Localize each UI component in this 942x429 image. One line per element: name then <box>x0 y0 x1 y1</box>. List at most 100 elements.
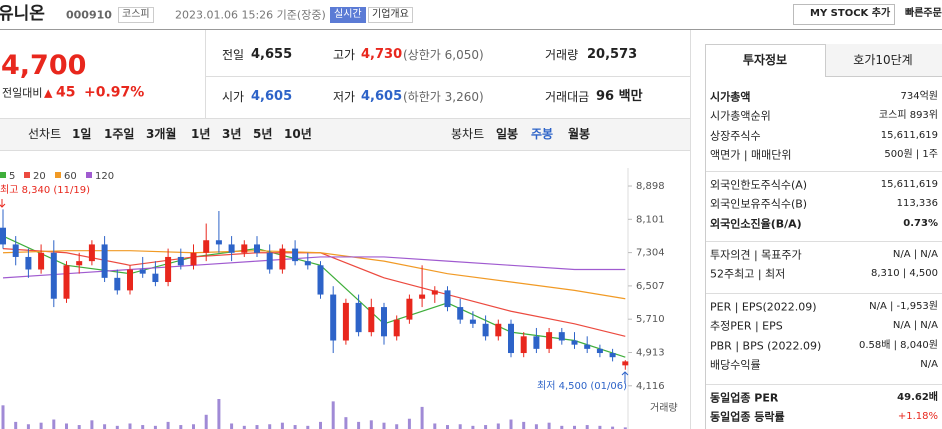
candle-body <box>609 353 616 358</box>
candle-body <box>533 336 540 349</box>
info-panel <box>705 44 942 429</box>
overview-dropdown[interactable]: 기업개요 <box>368 7 413 23</box>
volume-bar <box>166 421 170 429</box>
volume-bar <box>242 425 246 429</box>
info-label: 상장주식수 <box>710 129 761 142</box>
mystock-button-frame[interactable] <box>793 4 895 25</box>
volume-bar <box>560 425 564 429</box>
y-tick-label: 8,101 <box>636 214 665 225</box>
change-label: 전일대비 <box>2 86 43 100</box>
candle-body <box>304 261 311 266</box>
divider <box>706 171 942 172</box>
period-tab[interactable]: 1일 <box>72 126 92 141</box>
volume-bar <box>395 424 399 429</box>
period-tab[interactable]: 5년 <box>253 126 273 141</box>
period-tab[interactable]: 주봉 <box>531 126 554 141</box>
price-chart: 8,898 8,101 7,304 6,507 5,710 4,913 4,116 5 20 60… <box>0 168 678 429</box>
y-tick-label: 4,116 <box>636 381 665 392</box>
volume-bar <box>217 399 221 429</box>
volume-bar <box>357 421 361 429</box>
legend-swatch <box>55 172 61 178</box>
info-tab[interactable]: 투자정보 <box>742 52 788 67</box>
candle-body <box>127 269 133 291</box>
stock-code: 000910 <box>66 8 112 22</box>
volume-bar <box>522 421 526 429</box>
candle-body <box>368 307 375 333</box>
ma-line <box>2 250 626 300</box>
volume-bar <box>547 422 551 429</box>
realtime-badge[interactable]: 실시간 <box>330 7 366 23</box>
info-label: 외국인한도주식수(A) <box>710 178 808 192</box>
volume-bar <box>458 424 462 429</box>
divider <box>690 30 691 429</box>
candle-body <box>292 248 299 262</box>
candle-body <box>38 252 45 270</box>
candle-body <box>114 277 121 291</box>
volume-bar <box>268 424 272 429</box>
period-tab[interactable]: 3년 <box>222 126 242 141</box>
ma-line <box>2 248 626 337</box>
stat-label: 저가 <box>333 89 356 104</box>
info-value: 0.58배 | 8,040원 <box>858 339 938 351</box>
volume-bar <box>153 425 157 429</box>
quick-order-link[interactable]: 빠른주문 <box>905 8 942 19</box>
candle-body <box>393 319 400 337</box>
high-arrow <box>0 199 6 208</box>
volume-bar <box>598 425 602 429</box>
volume-bar <box>433 423 437 429</box>
volume-bar <box>319 421 322 429</box>
period-tab[interactable]: 1년 <box>191 126 211 141</box>
volume-bar <box>534 424 538 429</box>
candle-body <box>520 336 527 354</box>
candle-body <box>76 261 83 266</box>
volume-bar <box>623 427 627 429</box>
candle-body <box>444 290 451 308</box>
info-label: PBR | BPS (2022.09) <box>710 339 822 352</box>
volume-bar <box>293 425 297 429</box>
market-badge: 코스피 <box>118 7 154 23</box>
candle-body <box>558 332 565 341</box>
volume-bar <box>115 425 119 429</box>
volume-bar <box>382 422 386 429</box>
divider <box>0 118 690 119</box>
candle-body <box>381 307 387 337</box>
info-label: 동일업종 등락률 <box>710 410 785 424</box>
volume-bar <box>611 426 615 429</box>
period-tab[interactable]: 일봉 <box>496 126 519 141</box>
candle-body <box>190 252 197 266</box>
volume-bar <box>179 425 183 429</box>
mystock-button[interactable]: MY STOCK 추가 <box>810 8 891 19</box>
period-tab[interactable]: 10년 <box>284 126 312 141</box>
volume-bar <box>280 422 284 429</box>
volume-bar <box>141 425 145 429</box>
stat-label: 고가 <box>333 47 356 62</box>
candle-body <box>495 323 502 337</box>
change-value: 45 <box>56 84 76 101</box>
candle-body <box>101 244 108 278</box>
volume-bar <box>344 417 348 429</box>
info-tab[interactable]: 호가10단계 <box>853 52 913 67</box>
info-value: N/A | N/A <box>892 320 938 332</box>
stat-value: 4,605 <box>251 89 293 105</box>
volume-bar <box>128 423 132 429</box>
legend-label: 20 <box>33 171 46 182</box>
info-label: 시가총액순위 <box>710 109 771 123</box>
period-tab[interactable]: 1주일 <box>104 126 135 141</box>
info-value: N/A <box>920 358 938 370</box>
candle-body <box>177 256 184 266</box>
volume-bar <box>77 425 81 429</box>
info-value: 49.62배 <box>897 392 938 403</box>
stat-label: 거래대금 <box>545 89 590 104</box>
stat-value: 4,730 <box>361 47 403 63</box>
candle-body <box>546 332 553 349</box>
info-label: 시가총액 <box>710 90 751 104</box>
low-note: 최저 4,500 (01/06) <box>537 380 627 392</box>
candle-body <box>241 244 248 253</box>
period-tab[interactable]: 3개월 <box>146 126 177 141</box>
period-tab[interactable]: 월봉 <box>568 126 591 141</box>
info-value: 15,611,619 <box>880 179 938 190</box>
stock-name: 유니온 <box>0 3 45 24</box>
divider <box>205 76 690 77</box>
candle-body <box>50 252 57 299</box>
